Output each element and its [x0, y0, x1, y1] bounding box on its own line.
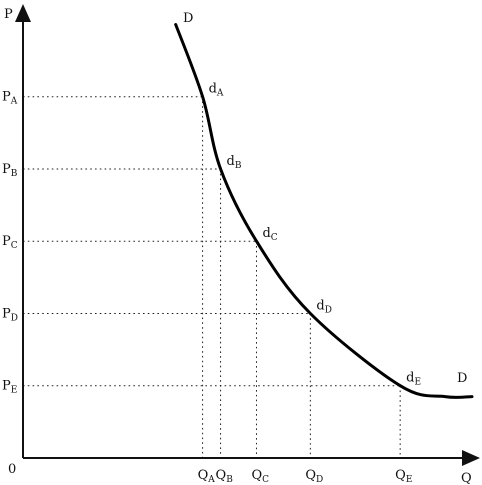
x-tick-a: QA: [198, 468, 216, 485]
axes: [15, 4, 480, 466]
x-axis-arrow: [462, 450, 480, 466]
y-axis-arrow: [15, 4, 31, 22]
x-tick-b: QB: [216, 468, 234, 485]
y-tick-d: PD: [2, 306, 18, 323]
point-label-d: dD: [316, 298, 332, 315]
y-tick-c: PC: [2, 234, 18, 251]
point-label-b: dB: [227, 154, 242, 171]
chart-labels: P Q 0 D D PA PB PC PD PE QA QB QC QD QE dA dB dC dD dE: [2, 7, 472, 485]
x-tick-e: QE: [395, 468, 412, 485]
y-tick-a: PA: [2, 90, 18, 107]
point-label-e: dE: [406, 371, 421, 388]
point-label-a: dA: [209, 82, 224, 99]
demand-curve: [174, 23, 474, 399]
x-tick-c: QC: [251, 468, 269, 485]
origin-label: 0: [8, 462, 16, 477]
guide-lines: [23, 96, 401, 458]
y-tick-e: PE: [2, 379, 17, 396]
x-axis-label: Q: [461, 471, 472, 485]
curve-label-top: D: [183, 11, 193, 26]
y-tick-b: PB: [2, 162, 18, 179]
curve-label-right: D: [457, 371, 467, 386]
x-tick-d: QD: [305, 468, 323, 485]
point-label-c: dC: [262, 226, 277, 243]
y-axis-label: P: [4, 7, 13, 22]
